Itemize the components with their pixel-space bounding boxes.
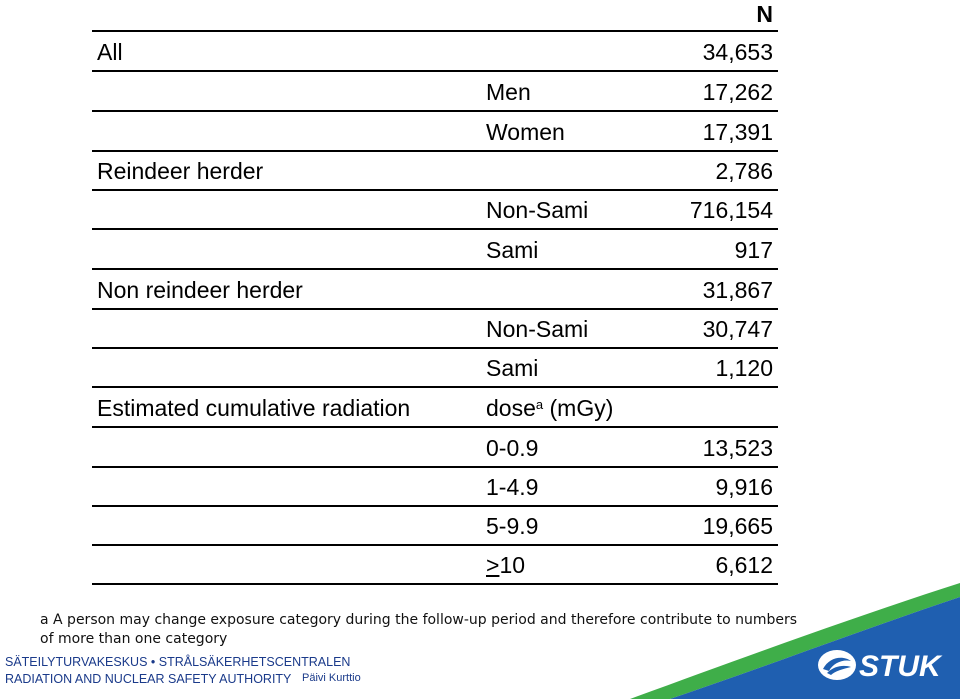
row-subcategory: Sami	[486, 237, 539, 263]
table-row: Sami 1,120	[92, 348, 778, 388]
table-header-rule	[92, 30, 778, 32]
row-count: 13,523	[702, 435, 773, 461]
table-row: Women 17,391	[92, 112, 778, 152]
footnote: a A person may change exposure category …	[40, 612, 798, 647]
table-row: Reindeer herder 2,786	[92, 151, 778, 191]
table-row: 0-0.9 13,523	[92, 428, 778, 468]
row-category: Reindeer herder	[97, 158, 264, 184]
row-count: 17,262	[702, 79, 773, 105]
row-subcategory: 5-9.9	[486, 513, 539, 539]
dose-label: dose	[486, 395, 536, 421]
row-subcategory: Women	[486, 119, 565, 145]
row-count: 9,916	[715, 474, 773, 500]
row-count: 6,612	[715, 552, 773, 578]
row-subcategory: Non-Sami	[486, 197, 589, 223]
org-name-line1: SÄTEILYTURVAKESKUS • STRÅLSÄKERHETSCENTR…	[5, 655, 351, 669]
swoosh-green-band	[630, 583, 960, 699]
table-header-n: N	[756, 1, 773, 27]
row-subcategory: 1-4.9	[486, 474, 539, 500]
dose-threshold: 10	[499, 552, 526, 578]
row-count: 1,120	[715, 355, 773, 381]
row-subcategory: dosea (mGy)	[486, 388, 613, 426]
table-row: Non reindeer herder 31,867	[92, 270, 778, 310]
table-row: Men 17,262	[92, 72, 778, 112]
table-row: 1-4.9 9,916	[92, 467, 778, 507]
table-row: 5-9.9 19,665	[92, 506, 778, 546]
row-category: Estimated cumulative radiation	[97, 395, 411, 421]
table-row: All 34,653	[92, 32, 778, 72]
table-row: >10 6,612	[92, 545, 778, 585]
row-subcategory: Sami	[486, 355, 539, 381]
org-name-line2: RADIATION AND NUCLEAR SAFETY AUTHORITY	[5, 672, 292, 686]
row-category: All	[97, 39, 123, 65]
row-count: 2,786	[715, 158, 773, 184]
row-count: 19,665	[702, 513, 773, 539]
row-category: Non reindeer herder	[97, 277, 303, 303]
stuk-logo: STUK	[818, 650, 943, 683]
swoosh-blue-band	[670, 597, 960, 699]
row-subcategory: Non-Sami	[486, 316, 589, 342]
logo-emblem	[818, 650, 856, 680]
table-row: Sami 917	[92, 230, 778, 270]
footnote-marker: a	[535, 397, 544, 412]
ge-sign: >	[486, 552, 500, 578]
row-count: 716,154	[689, 197, 773, 223]
brand-swoosh	[630, 583, 960, 699]
table-row: Non-Sami 30,747	[92, 309, 778, 349]
row-count: 917	[734, 237, 773, 263]
row-count: 34,653	[702, 39, 773, 65]
row-subcategory: 0-0.9	[486, 435, 539, 461]
row-subcategory: >10	[486, 545, 525, 583]
row-count: 31,867	[702, 277, 773, 303]
table-row: Non-Sami 716,154	[92, 190, 778, 230]
table-row: Estimated cumulative radiation dosea (mG…	[92, 388, 778, 428]
row-count: 17,391	[702, 119, 773, 145]
logo-text: STUK	[859, 650, 943, 683]
row-subcategory: Men	[486, 79, 531, 105]
author-name: Päivi Kurttio	[302, 672, 361, 684]
row-count: 30,747	[702, 316, 773, 342]
dose-unit: (mGy)	[543, 395, 614, 421]
